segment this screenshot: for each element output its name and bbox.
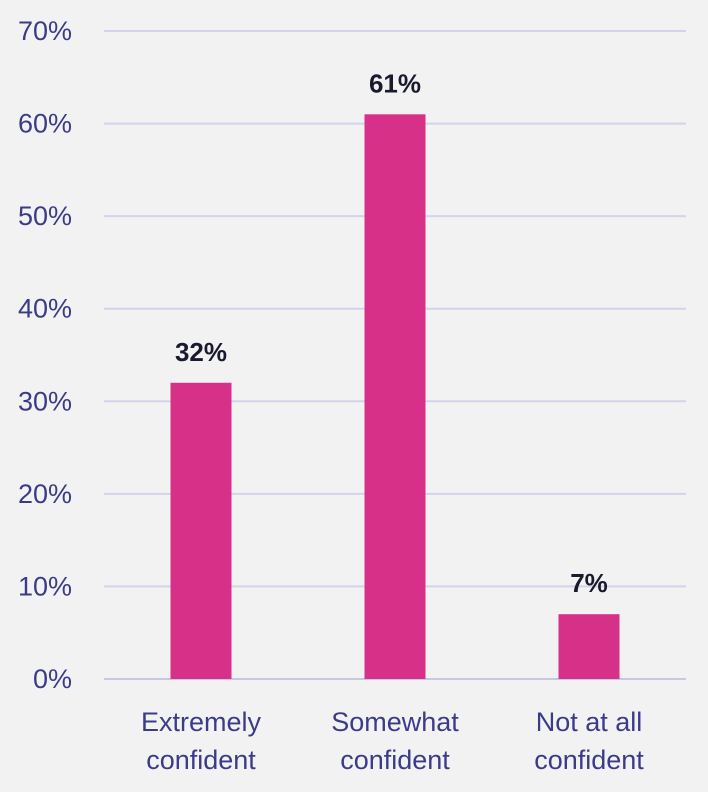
y-tick-label: 40% xyxy=(18,294,72,324)
category-label: confident xyxy=(534,745,644,775)
y-tick-label: 30% xyxy=(18,386,72,416)
category-label: confident xyxy=(340,745,450,775)
data-label: 32% xyxy=(175,337,227,367)
y-tick-label: 60% xyxy=(18,109,72,139)
category-label: Somewhat xyxy=(331,707,459,737)
y-tick-label: 70% xyxy=(18,16,72,46)
bar xyxy=(364,114,426,680)
category-label: confident xyxy=(146,745,256,775)
category-label: Extremely xyxy=(141,707,262,737)
y-tick-label: 20% xyxy=(18,479,72,509)
bar xyxy=(558,614,620,679)
data-label: 61% xyxy=(369,68,421,98)
data-label: 7% xyxy=(570,568,608,598)
bar xyxy=(170,382,232,679)
y-tick-label: 0% xyxy=(33,664,72,694)
category-label: Not at all xyxy=(536,707,643,737)
y-tick-label: 50% xyxy=(18,201,72,231)
y-tick-label: 10% xyxy=(18,571,72,601)
